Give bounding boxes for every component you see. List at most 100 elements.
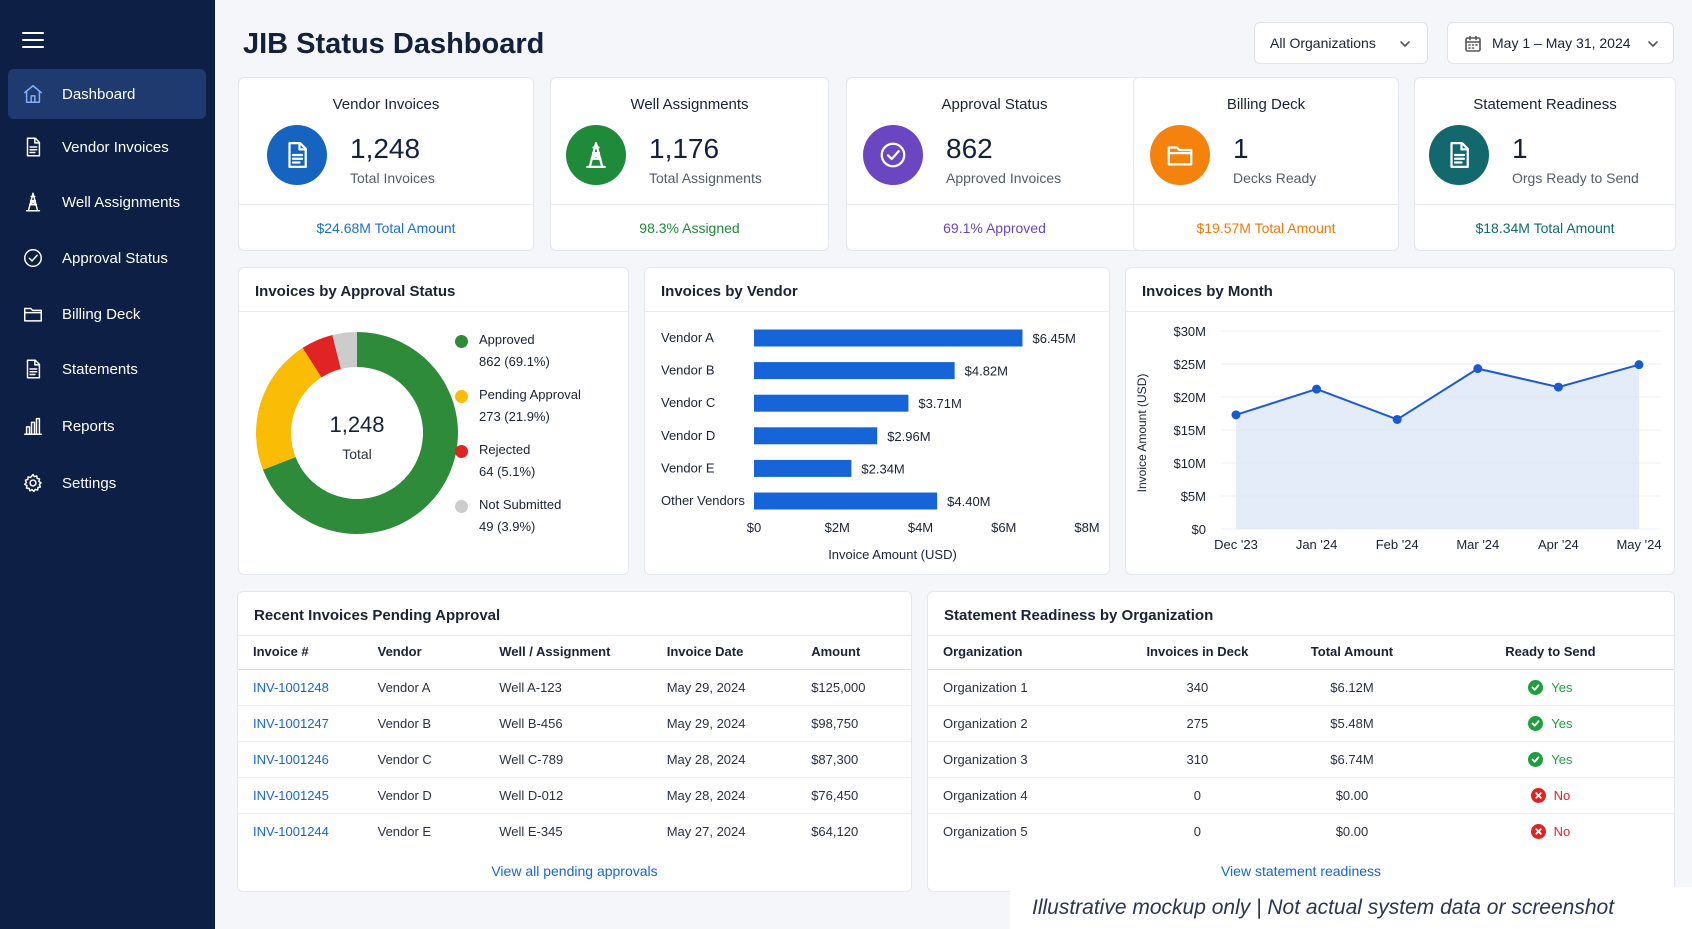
sidebar-item-label: Well Assignments <box>62 193 181 211</box>
bar-vendor-e[interactable] <box>754 459 852 477</box>
table-cell: 0 <box>1193 823 1201 839</box>
table-cell: May 27, 2024 <box>666 823 746 839</box>
data-point-mar-24[interactable] <box>1473 364 1483 374</box>
kpi-card-approval-status[interactable]: Approval Status 862 Approved Invoices 69… <box>846 77 1143 251</box>
column-header: Ready to Send <box>1426 635 1674 670</box>
bar-vendor-c[interactable] <box>754 394 909 412</box>
bar-vendor-d[interactable] <box>754 427 878 445</box>
sidebar-item-billing-deck[interactable]: Billing Deck <box>8 289 206 339</box>
bar-category-label: Vendor E <box>661 460 715 475</box>
table-row[interactable]: INV-1001244 Vendor E Well E-345 May 27, 202… <box>238 813 911 849</box>
sidebar-item-statements[interactable]: Statements <box>8 344 206 394</box>
bar-vendor-a[interactable] <box>754 329 1023 347</box>
legend-label: Rejected <box>479 442 531 457</box>
organization-filter-dropdown[interactable]: All Organizations <box>1254 22 1428 64</box>
kpi-subtitle: Total Invoices <box>350 170 435 186</box>
kpi-card-vendor-invoices[interactable]: Vendor Invoices 1,248 Total Invoices $24… <box>238 77 534 251</box>
x-tick-label: $6M <box>991 520 1016 535</box>
folder-icon <box>1150 125 1210 185</box>
kpi-footer: $19.57M Total Amount <box>1196 220 1336 236</box>
sidebar-item-approval-status[interactable]: Approval Status <box>8 233 206 283</box>
invoice-link[interactable]: INV-1001244 <box>253 823 329 839</box>
table-cell: $125,000 <box>811 679 866 695</box>
table-cell: Well A-123 <box>499 679 562 695</box>
table-cell: $98,750 <box>811 715 859 731</box>
x-tick-label: Jan '24 <box>1296 537 1338 552</box>
bar-vendor-b[interactable] <box>754 362 955 380</box>
sidebar-item-well-assignments[interactable]: Well Assignments <box>8 177 206 227</box>
table-cell: 0 <box>1193 787 1201 803</box>
sidebar-item-vendor-invoices[interactable]: Vendor Invoices <box>8 122 206 172</box>
data-point-apr-24[interactable] <box>1553 382 1563 392</box>
table-row[interactable]: Organization 5 0 $0.00 No <box>928 813 1674 849</box>
panel-title: Invoices by Month <box>1142 283 1273 300</box>
legend-item-rejected: Rejected 64 (5.1%) <box>455 439 535 483</box>
legend-item-approved: Approved 862 (69.1%) <box>455 329 550 373</box>
invoice-link[interactable]: INV-1001246 <box>253 751 329 767</box>
vendor-bar-chart: Vendor A $6.45M Vendor B $4.82M Vendor C $3.7… <box>661 329 1100 562</box>
table-row[interactable]: INV-1001246 Vendor C Well C-789 May 28, 202… <box>238 741 911 778</box>
column-header: Organization <box>928 635 1118 670</box>
x-tick-label: Mar '24 <box>1456 537 1499 552</box>
sidebar-item-label: Vendor Invoices <box>62 138 169 156</box>
donut-slice-rejected[interactable] <box>302 335 341 378</box>
ready-status-label: Yes <box>1551 715 1573 731</box>
kpi-card-well-assignments[interactable]: Well Assignments 1,176 Total Assignments… <box>550 77 829 251</box>
data-point-jan-24[interactable] <box>1312 384 1322 394</box>
data-point-may-24[interactable] <box>1634 360 1644 370</box>
sidebar-item-label: Billing Deck <box>62 305 141 323</box>
y-axis-label: Invoice Amount (USD) <box>1135 374 1149 493</box>
folder-icon <box>22 303 44 325</box>
table-cell: $6.12M <box>1330 679 1374 695</box>
legend-swatch <box>455 390 468 403</box>
ready-status: Yes <box>1528 679 1572 695</box>
donut-slice-pending-approval[interactable] <box>256 347 322 470</box>
ready-status-label: No <box>1553 823 1571 839</box>
invoice-link[interactable]: INV-1001247 <box>253 715 329 731</box>
y-tick-label: $30M <box>1173 324 1206 339</box>
kpi-value: 1,248 <box>350 133 421 164</box>
statement-readiness-table: Organization Invoices in Deck Total Amount… <box>928 635 1674 849</box>
table-row[interactable]: INV-1001248 Vendor A Well A-123 May 29, 202… <box>238 669 911 706</box>
ready-status: No <box>1530 823 1571 839</box>
view-all-pending-link[interactable]: View all pending approvals <box>491 863 658 879</box>
panel-title: Recent Invoices Pending Approval <box>254 607 501 624</box>
bar-other-vendors[interactable] <box>754 492 938 510</box>
donut-slice-not-submitted[interactable] <box>332 332 357 369</box>
table-row[interactable]: Organization 4 0 $0.00 No <box>928 777 1674 814</box>
check-circle-icon <box>22 247 44 269</box>
table-row[interactable]: INV-1001245 Vendor D Well D-012 May 28, 202… <box>238 777 911 814</box>
kpi-title: Vendor Invoices <box>332 96 440 113</box>
pending-invoices-table: Invoice # Vendor Well / Assignment Invoice … <box>238 635 911 849</box>
invoice-link[interactable]: INV-1001245 <box>253 787 329 803</box>
data-point-feb-24[interactable] <box>1392 414 1402 424</box>
table-row[interactable]: INV-1001247 Vendor B Well B-456 May 29, 202… <box>238 705 911 742</box>
kpi-card-statement-readiness[interactable]: Statement Readiness 1 Orgs Ready to Send… <box>1414 77 1676 251</box>
data-point-dec-23[interactable] <box>1231 410 1241 420</box>
donut-slice-approved[interactable] <box>262 332 458 534</box>
x-tick-label: Feb '24 <box>1376 537 1419 552</box>
view-statement-readiness-link[interactable]: View statement readiness <box>1220 863 1382 879</box>
sidebar: Dashboard Vendor Invoices Well Assignmen… <box>0 0 215 929</box>
date-range-dropdown[interactable]: May 1 – May 31, 2024 <box>1447 22 1674 64</box>
table-header-row: Invoice # Vendor Well / Assignment Invoice … <box>238 635 911 670</box>
sidebar-item-dashboard[interactable]: Dashboard <box>8 69 206 119</box>
x-tick-label: $2M <box>825 520 850 535</box>
table-row[interactable]: Organization 1 340 $6.12M Yes <box>928 669 1674 706</box>
table-cell: Well C-789 <box>499 751 564 767</box>
bar-category-label: Vendor A <box>661 330 714 345</box>
invoice-link[interactable]: INV-1001248 <box>253 679 329 695</box>
table-row[interactable]: Organization 3 310 $6.74M Yes <box>928 741 1674 778</box>
bar-value-label: $4.40M <box>947 494 990 509</box>
kpi-card-billing-deck[interactable]: Billing Deck 1 Decks Ready $19.57M Total… <box>1133 77 1399 251</box>
x-tick-label: $4M <box>908 520 933 535</box>
kpi-subtitle: Orgs Ready to Send <box>1512 170 1639 186</box>
menu-icon[interactable] <box>22 30 46 48</box>
table-row[interactable]: Organization 2 275 $5.48M Yes <box>928 705 1674 742</box>
kpi-footer: 69.1% Approved <box>943 220 1046 236</box>
ready-status-label: No <box>1553 787 1571 803</box>
oil-derrick-icon <box>566 125 626 185</box>
legend-swatch <box>455 445 468 458</box>
sidebar-item-settings[interactable]: Settings <box>8 458 206 508</box>
sidebar-item-reports[interactable]: Reports <box>8 401 206 451</box>
